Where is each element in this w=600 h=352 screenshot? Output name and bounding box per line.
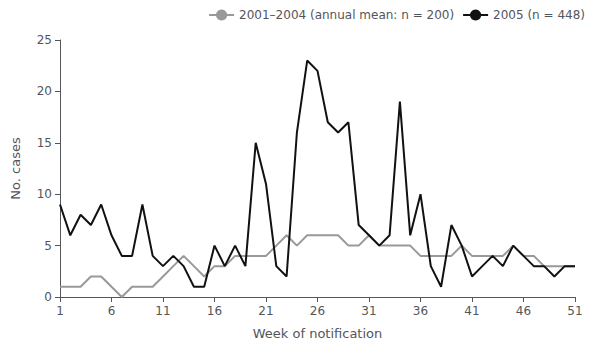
- svg-text:No. cases: No. cases: [8, 137, 23, 200]
- svg-text:15: 15: [37, 136, 52, 150]
- svg-text:41: 41: [464, 304, 479, 318]
- svg-text:10: 10: [37, 187, 52, 201]
- svg-text:0: 0: [44, 290, 52, 304]
- svg-text:5: 5: [44, 239, 52, 253]
- svg-text:11: 11: [155, 304, 170, 318]
- svg-text:2001–2004 (annual mean: n = 20: 2001–2004 (annual mean: n = 200): [239, 8, 454, 22]
- svg-text:51: 51: [567, 304, 582, 318]
- svg-text:Week of notification: Week of notification: [253, 326, 383, 341]
- svg-text:6: 6: [108, 304, 116, 318]
- svg-text:2005 (n = 448): 2005 (n = 448): [493, 8, 585, 22]
- svg-text:1: 1: [56, 304, 64, 318]
- svg-text:25: 25: [37, 33, 52, 47]
- svg-text:20: 20: [37, 84, 52, 98]
- svg-text:16: 16: [207, 304, 222, 318]
- svg-text:26: 26: [310, 304, 325, 318]
- svg-text:36: 36: [413, 304, 428, 318]
- svg-text:46: 46: [516, 304, 531, 318]
- svg-text:21: 21: [258, 304, 273, 318]
- svg-text:31: 31: [361, 304, 376, 318]
